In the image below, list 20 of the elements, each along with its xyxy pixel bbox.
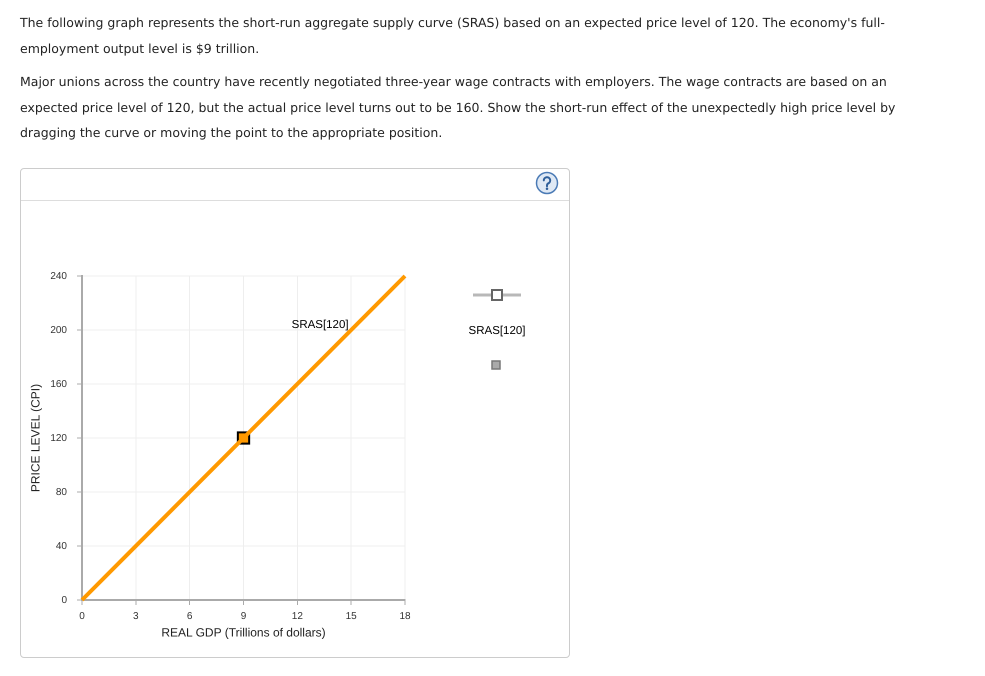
text: The following graph represents the short-run aggregate supply curve (SRAS) based on an expected price level of 120. The economy's full-employment output level is $9 trillion. <box>20 14 886 58</box>
x-tick-label: 18 <box>399 610 411 622</box>
x-tick-label: 15 <box>346 610 358 622</box>
x-tick-label: 9 <box>240 610 247 622</box>
x-tick-label: 12 <box>292 610 304 622</box>
y-tick-label: 40 <box>56 540 68 552</box>
x-axis-title: REAL GDP (Trillions of dollars) <box>161 625 326 640</box>
series-label: SRAS[120] <box>292 318 349 331</box>
y-tick-label: 0 <box>61 594 68 606</box>
y-axis-title: PRICE LEVEL (CPI) <box>28 384 42 492</box>
y-tick-label: 160 <box>50 378 68 390</box>
y-tick-label: 200 <box>50 324 68 336</box>
x-tick-label: 6 <box>186 610 193 622</box>
x-tick-label: 3 <box>133 610 140 622</box>
x-tick-label: 0 <box>79 610 86 622</box>
y-tick-label: 120 <box>50 432 68 444</box>
y-tick-label: 240 <box>50 270 68 282</box>
text: Major unions across the country have recently negotiated three-year wage contracts with employers. The wage contracts are based on an expected price level of 120, but the actual price level turns out to be 160. Show the short-run effect of the unexpectedly high price level by dragging the curve or moving the point to the appropriate position. <box>20 73 896 142</box>
y-tick-label: 80 <box>56 486 68 498</box>
text: SRAS[120] <box>468 324 526 338</box>
